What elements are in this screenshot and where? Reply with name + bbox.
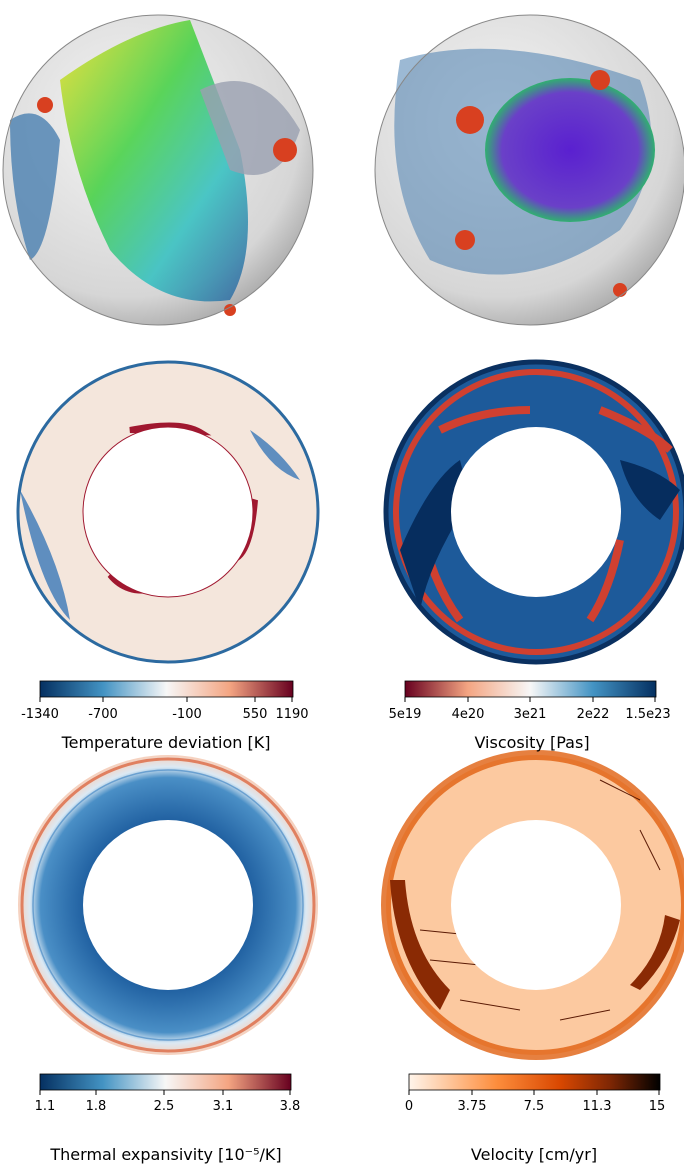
tick-label: -700	[88, 707, 118, 722]
tick-label: 15	[649, 1099, 666, 1114]
tick-label: 5e19	[389, 707, 422, 722]
globe-right	[374, 14, 684, 326]
colorbar-label: Viscosity [Pas]	[474, 733, 589, 752]
tick-label: 1.8	[86, 1099, 107, 1114]
tick-label: 4e20	[452, 707, 485, 722]
tick-label: 11.3	[583, 1099, 612, 1114]
colorbar-label: Velocity [cm/yr]	[471, 1145, 597, 1164]
tick-label: 2e22	[577, 707, 610, 722]
tick-label: 0	[405, 1099, 413, 1114]
tick-label: -100	[172, 707, 202, 722]
colorbar-temperature: -1340 -700 -100 550 1190 Temperature dev…	[21, 680, 309, 752]
tick-label: 3.1	[213, 1099, 234, 1114]
tick-label: 3.75	[458, 1099, 487, 1114]
tick-label: -1340	[21, 707, 59, 722]
tick-label: 7.5	[524, 1099, 545, 1114]
tick-label: 1190	[275, 707, 308, 722]
tick-label: 3.8	[280, 1099, 301, 1114]
colorbar-velocity: 0 3.75 7.5 11.3 15 Velocity [cm/yr]	[405, 1073, 666, 1164]
tick-label: 1.1	[35, 1099, 56, 1114]
globe-left	[2, 14, 314, 326]
annulus-viscosity	[383, 359, 684, 665]
colorbar-thermal-expansivity: 1.1 1.8 2.5 3.1 3.8 Thermal expansivity …	[35, 1073, 301, 1164]
tick-label: 550	[243, 707, 268, 722]
colorbar-label: Temperature deviation [K]	[61, 733, 271, 752]
annulus-temperature	[16, 360, 320, 664]
annulus-velocity	[381, 750, 684, 1060]
tick-label: 1.5e23	[625, 707, 670, 722]
colorbar-label: Thermal expansivity [10⁻⁵/K]	[49, 1145, 281, 1164]
colorbar-viscosity: 5e19 4e20 3e21 2e22 1.5e23 Viscosity [Pa…	[389, 680, 671, 752]
annulus-thermal-expansivity	[18, 755, 318, 1055]
tick-label: 3e21	[514, 707, 547, 722]
tick-label: 2.5	[154, 1099, 175, 1114]
